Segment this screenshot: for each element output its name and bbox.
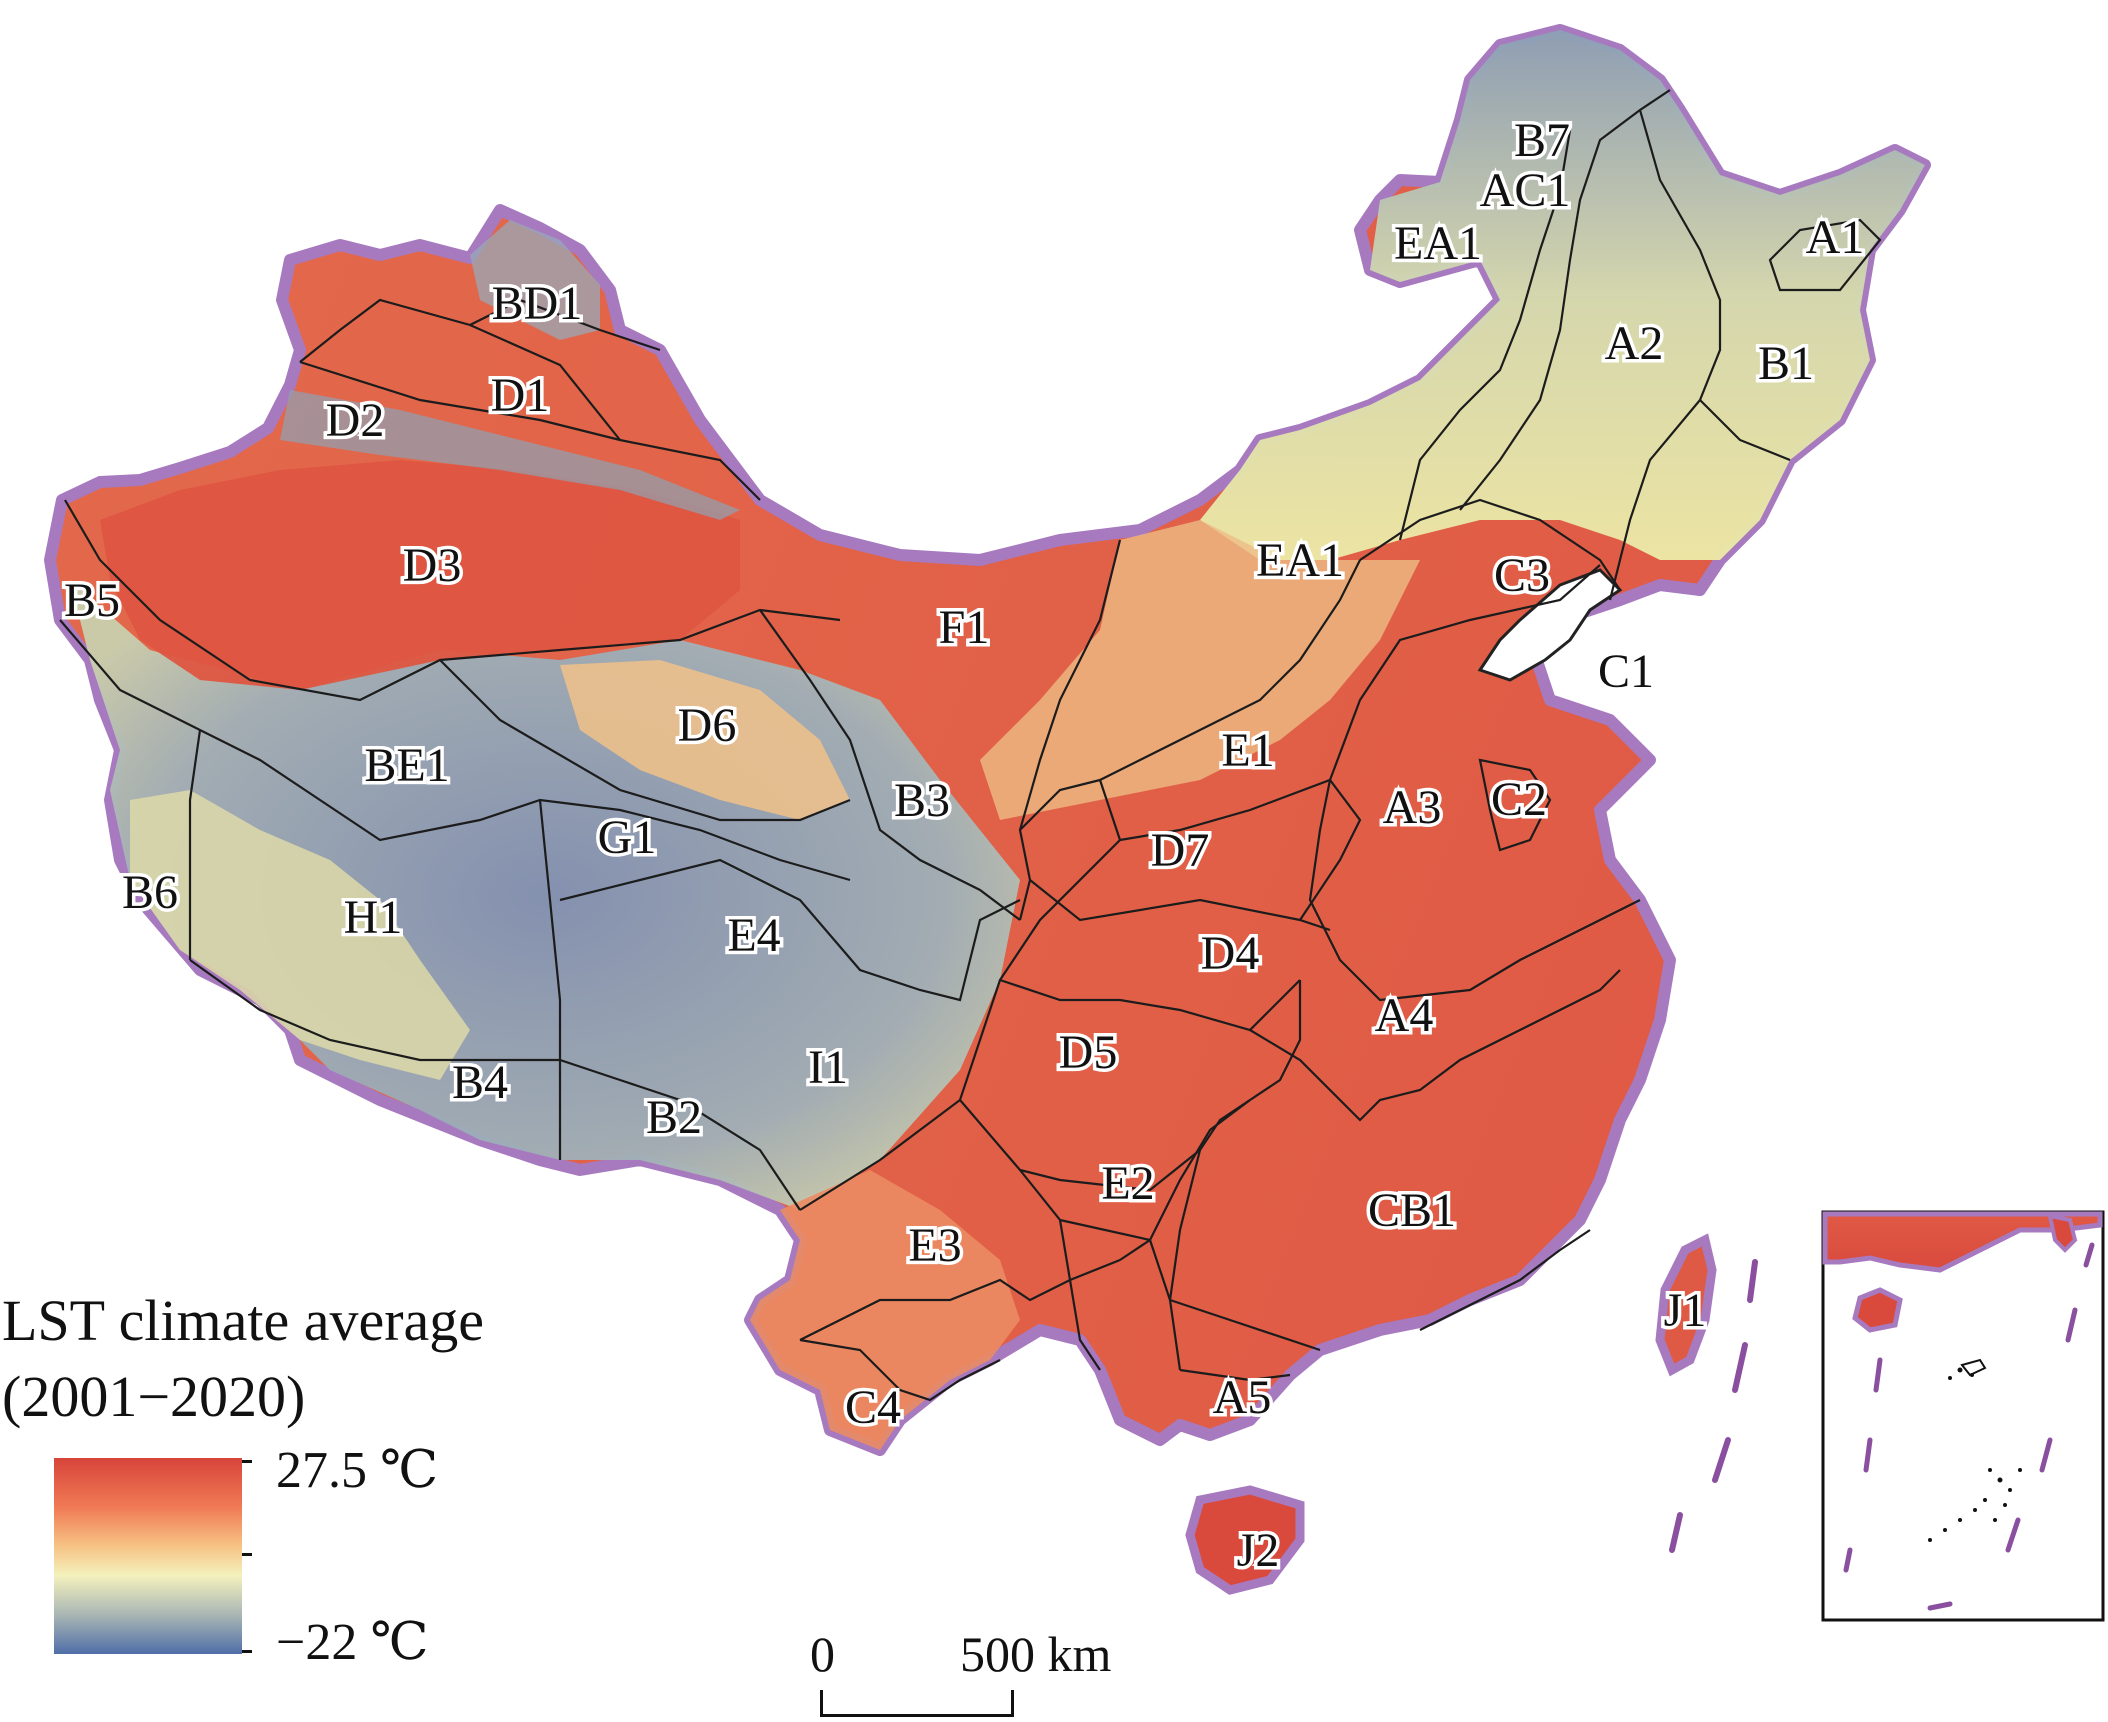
region-label-E2: E2 [1101,1157,1154,1210]
region-label-A5: A5 [1213,1371,1272,1424]
region-label-B5: B5 [64,574,120,627]
south-china-sea-inset [1821,1210,2105,1622]
region-label-E1: E1 [1221,724,1274,777]
region-label-BE1: BE1 [364,739,449,792]
legend-tick-bottom [242,1650,252,1653]
yunnan-plateau-warm-patch [750,1170,1020,1450]
tianshan-cold-strip [280,390,740,520]
region-label-D3: D3 [403,539,462,592]
region-label-D1: D1 [491,369,550,422]
legend-colorbar [54,1458,242,1654]
region-label-E4: E4 [727,909,780,962]
region-label-C1: C1 [1598,645,1654,698]
region-label-D4: D4 [1201,927,1260,980]
northeast-cool-zone [1200,30,1925,560]
western-tibet-warm-patch [130,790,470,1080]
region-boundaries [59,89,1882,1402]
region-label-F1: F1 [939,601,990,654]
legend-tick-top [242,1460,252,1463]
region-label-EA1: EA1 [1394,217,1482,270]
region-label-BD1: BD1 [492,277,583,330]
region-label-D5: D5 [1059,1026,1118,1079]
region-label-D7: D7 [1151,824,1210,877]
scale-bar-left-tick [820,1690,823,1717]
legend-title-line1: LST climate average [2,1288,485,1353]
region-label-B4: B4 [452,1056,508,1109]
region-label-CB1: CB1 [1368,1184,1456,1237]
legend-max-label: 27.5 ℃ [276,1442,439,1499]
region-label-I1: I1 [808,1041,848,1094]
legend-title-line2: (2001−2020) [2,1364,306,1429]
bohai-sea [1477,568,1623,682]
hainan-island [1185,1485,1305,1595]
region-label-A1: A1 [1806,211,1865,264]
scale-bar-line [820,1714,1014,1717]
region-label-A4: A4 [1375,989,1434,1042]
taiwan-island [1655,1233,1717,1377]
region-label-D6: D6 [678,699,737,752]
region-labels: B7 AC1 EA1 A1 BD1 A2 B1 D1 D2 D3 EA1 C3 … [60,111,1867,1581]
region-label-G1: G1 [598,811,657,864]
region-label-J1: J1 [1664,1284,1707,1337]
region-label-H1: H1 [344,891,403,944]
scale-bar-right-tick [1011,1690,1014,1717]
region-label-A2: A2 [1605,317,1664,370]
region-label-EA1-north-china: EA1 [1256,534,1344,587]
region-label-B7: B7 [1514,114,1570,167]
legend-tick-mid [242,1553,252,1556]
qaidam-basin-warm-patch [560,660,850,820]
region-label-C4: C4 [845,1381,901,1434]
scale-start-label: 0 [810,1626,835,1682]
dashed-boundary-marks [1669,1259,1758,1553]
region-label-D2: D2 [326,394,385,447]
region-label-J2: J2 [1237,1524,1280,1577]
region-label-B3: B3 [894,774,950,827]
legend-min-label: −22 ℃ [276,1614,429,1671]
scale-end-label: 500 km [960,1626,1112,1682]
region-label-E3: E3 [908,1219,961,1272]
region-label-C2: C2 [1491,773,1547,826]
tarim-basin-hot-zone [100,460,740,690]
region-label-B1: B1 [1758,337,1814,390]
region-label-A3: A3 [1383,781,1442,834]
region-label-C3: C3 [1494,549,1550,602]
altai-cool-patch [470,220,600,340]
region-label-B6: B6 [122,866,178,919]
inner-mongolia-warm-band [980,520,1420,820]
region-label-B2: B2 [646,1091,702,1144]
region-label-AC1: AC1 [1480,164,1571,217]
